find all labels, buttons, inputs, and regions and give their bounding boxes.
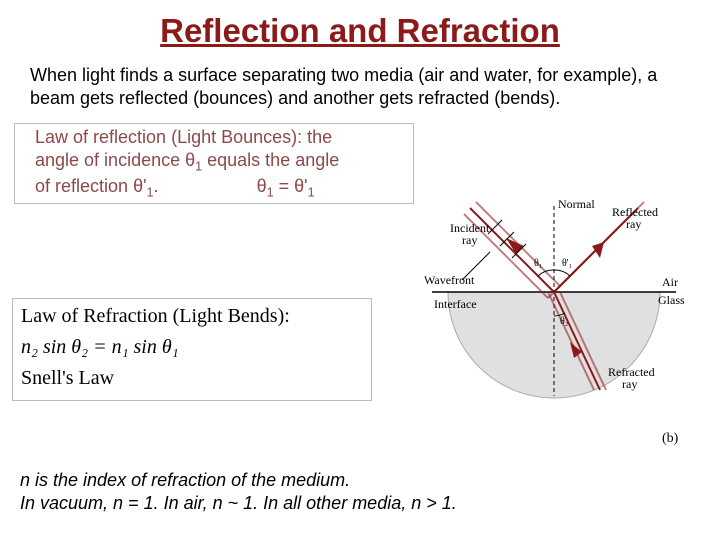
footnote-line2: In vacuum, n = 1. In air, n ~ 1. In all … xyxy=(20,493,457,513)
lr-theta1: θ xyxy=(185,150,195,170)
refraction-diagram: Normal Incident ray Reflected ray Wavefr… xyxy=(406,196,702,456)
lr-eq-s1: 1 xyxy=(267,185,274,199)
lr-thetap1: θ' xyxy=(133,176,146,196)
lr-eq-eq: = xyxy=(274,176,295,196)
incident-rays xyxy=(464,202,560,298)
label-theta1: θ₁ xyxy=(534,258,542,269)
lr-eq-l: θ xyxy=(257,176,267,196)
label-incident2: ray xyxy=(462,233,477,247)
lr-line3-post: . xyxy=(154,176,159,196)
wavefront-ticks xyxy=(488,220,526,258)
lr-eq-r: θ' xyxy=(294,176,307,196)
label-theta1p: θ'₁ xyxy=(562,258,572,269)
lr-sub1b: 1 xyxy=(147,185,154,199)
law-reflection-box: Law of reflection (Light Bounces): the a… xyxy=(14,123,414,204)
caption-b: (b) xyxy=(662,431,679,446)
footnote: n is the index of refraction of the medi… xyxy=(20,469,457,514)
label-theta2: θ₂ xyxy=(560,316,568,327)
lr-line1: Law of reflection (Light Bounces): the xyxy=(35,127,332,147)
label-normal: Normal xyxy=(558,197,595,211)
wavefront-pointer xyxy=(462,252,490,280)
label-interface: Interface xyxy=(434,297,477,311)
law-refraction-box: Law of Refraction (Light Bends): n₂ sin … xyxy=(12,298,372,401)
label-glass: Glass xyxy=(658,293,685,307)
label-reflected2: ray xyxy=(626,217,641,231)
lref-title: Law of Refraction (Light Bends): xyxy=(21,305,363,328)
lr-line3-pre: of reflection xyxy=(35,176,133,196)
lref-eq: n₂ sin θ₂ = n₁ sin θ₁ xyxy=(21,336,363,359)
arc-theta1p xyxy=(554,270,570,276)
footnote-line1: n is the index of refraction of the medi… xyxy=(20,470,350,490)
label-refracted2: ray xyxy=(622,377,637,391)
lr-line2-pre: angle of incidence xyxy=(35,150,185,170)
lref-name: Snell's Law xyxy=(21,367,363,390)
lr-eq-s2: 1 xyxy=(308,185,315,199)
label-air: Air xyxy=(662,275,678,289)
page-title: Reflection and Refraction xyxy=(0,0,720,60)
intro-text: When light finds a surface separating tw… xyxy=(0,60,720,123)
lr-line2-post: equals the angle xyxy=(202,150,339,170)
